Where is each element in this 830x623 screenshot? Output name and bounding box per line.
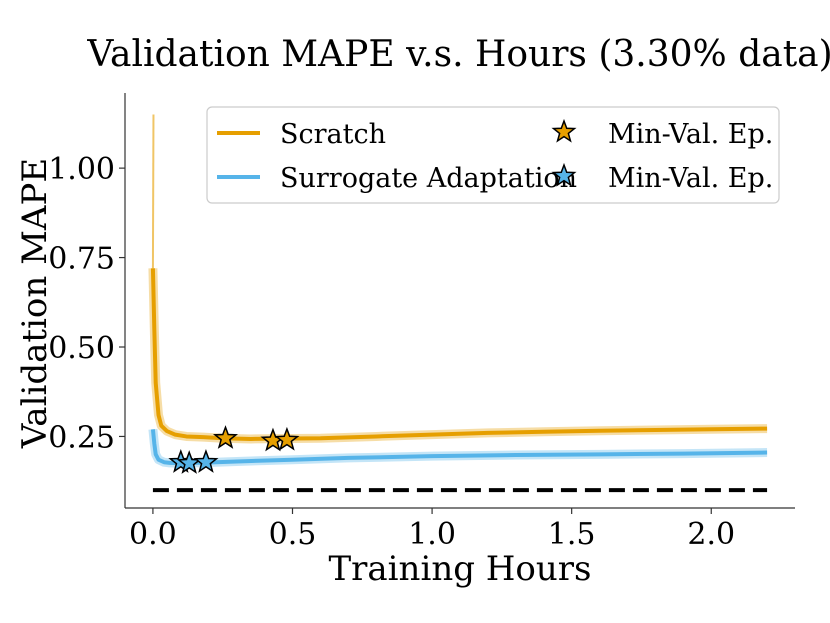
legend-star-scratch: [551, 118, 577, 143]
x-tick-label: 1.5: [548, 517, 596, 552]
y-tick-label: 0.75: [48, 242, 115, 277]
y-tick-label: 0.50: [48, 331, 115, 366]
x-tick-label: 0.0: [129, 517, 177, 552]
min-val-star-scratch: [274, 426, 300, 451]
legend-star-surrogate: [551, 162, 577, 187]
legend-label-min-val-scratch: Min-Val. Ep.: [608, 119, 773, 150]
legend-star-icon: [551, 162, 577, 187]
x-ticks: 0.0 0.5 1.0 1.5 2.0: [129, 508, 735, 552]
y-tick-label: 1.00: [48, 152, 115, 187]
plot-area: [148, 114, 768, 493]
legend: Scratch Surrogate Adaptation Min-Val. Ep…: [206, 106, 780, 204]
x-tick-label: 0.5: [269, 517, 317, 552]
chart-title: Validation MAPE v.s. Hours (3.30% data): [86, 34, 830, 75]
y-axis-label: Validation MAPE: [15, 158, 55, 449]
legend-star-icon: [551, 118, 577, 143]
min-val-star-scratch: [212, 425, 239, 449]
x-tick-label: 2.0: [687, 517, 735, 552]
legend-label-surrogate: Surrogate Adaptation: [280, 163, 577, 194]
series-band-scratch: [148, 268, 768, 444]
series-line-scratch: [150, 268, 768, 441]
legend-label-scratch: Scratch: [280, 119, 386, 150]
y-ticks: 0.25 0.50 0.75 1.00: [48, 152, 125, 455]
legend-frame: [206, 106, 780, 204]
x-axis-label: Training Hours: [328, 549, 591, 589]
x-tick-label: 1.0: [408, 517, 456, 552]
legend-label-min-val-surrogate: Min-Val. Ep.: [608, 163, 773, 194]
min-val-star-surrogate: [193, 449, 219, 473]
series-spike-scratch: [151, 114, 155, 269]
y-tick-label: 0.25: [48, 420, 115, 455]
